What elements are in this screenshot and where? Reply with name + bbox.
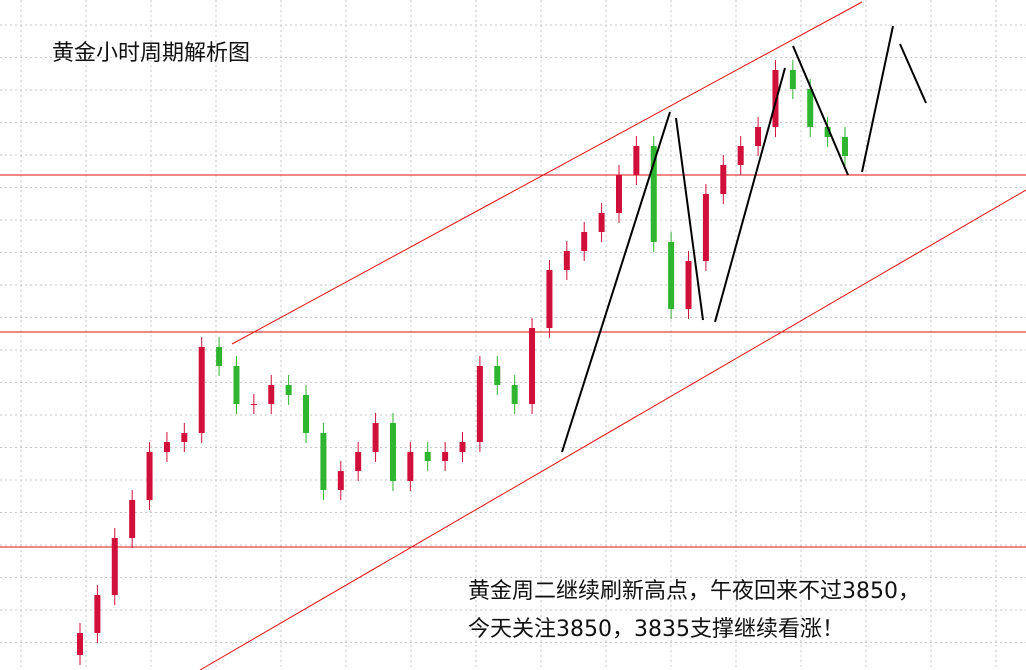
- candle-body: [285, 385, 292, 395]
- candle-body: [581, 232, 588, 251]
- trend-line: [899, 43, 927, 104]
- candle-body: [320, 433, 327, 490]
- candle-body: [598, 213, 605, 232]
- candle-body: [111, 538, 118, 595]
- candle-body: [94, 595, 101, 633]
- candle-body: [494, 366, 501, 385]
- candle-body: [824, 127, 831, 137]
- candle-body: [424, 452, 431, 461]
- candle-body: [372, 423, 379, 452]
- candle-body: [216, 347, 223, 366]
- candle-body: [737, 146, 744, 165]
- candle-body: [529, 328, 536, 404]
- candle-body: [789, 70, 796, 89]
- candle-body: [546, 270, 553, 328]
- candle-body: [181, 433, 188, 442]
- candle-body: [685, 261, 692, 309]
- trend-line: [714, 67, 786, 323]
- trend-line: [792, 45, 849, 176]
- chart-title: 黄金小时周期解析图: [52, 41, 250, 66]
- candle-body: [511, 385, 518, 404]
- channel-line: [199, 189, 1026, 670]
- annotation: 黄金周二继续刷新高点，午夜回来不过3850，: [468, 579, 920, 604]
- candle-body: [772, 70, 779, 127]
- candle-body: [615, 175, 622, 213]
- candle-body: [407, 452, 414, 481]
- candle-body: [233, 366, 240, 404]
- candle-body: [842, 137, 848, 156]
- candle-body: [355, 452, 362, 471]
- candle-body: [389, 423, 396, 481]
- channel: [199, 1, 1026, 670]
- marks: [0, 60, 1026, 665]
- trend-line: [561, 111, 671, 453]
- candle-body: [442, 452, 449, 461]
- annotation: 今天关注3850，3835支撑继续看涨！: [468, 617, 844, 642]
- candle-body: [755, 127, 762, 146]
- candle-body: [163, 442, 170, 452]
- trend-lines: [561, 25, 927, 453]
- candle-body: [702, 194, 709, 261]
- trend-line: [861, 25, 894, 173]
- candle-body: [77, 633, 83, 655]
- candle-body: [807, 89, 814, 127]
- channel-line: [231, 1, 863, 345]
- candle-body: [129, 500, 136, 538]
- trend-line: [675, 117, 704, 321]
- candle-body: [198, 347, 205, 433]
- candle-body: [668, 242, 675, 309]
- candle-body: [268, 385, 275, 404]
- candle-body: [720, 165, 727, 194]
- candle-body: [633, 146, 640, 175]
- candle-body: [650, 146, 657, 242]
- candle-body: [337, 471, 344, 490]
- candle-body: [250, 404, 257, 405]
- candle-body: [563, 251, 570, 270]
- candle-body: [459, 442, 466, 452]
- candle-body: [476, 366, 483, 442]
- candle-body: [146, 452, 153, 500]
- candle-body: [303, 395, 310, 433]
